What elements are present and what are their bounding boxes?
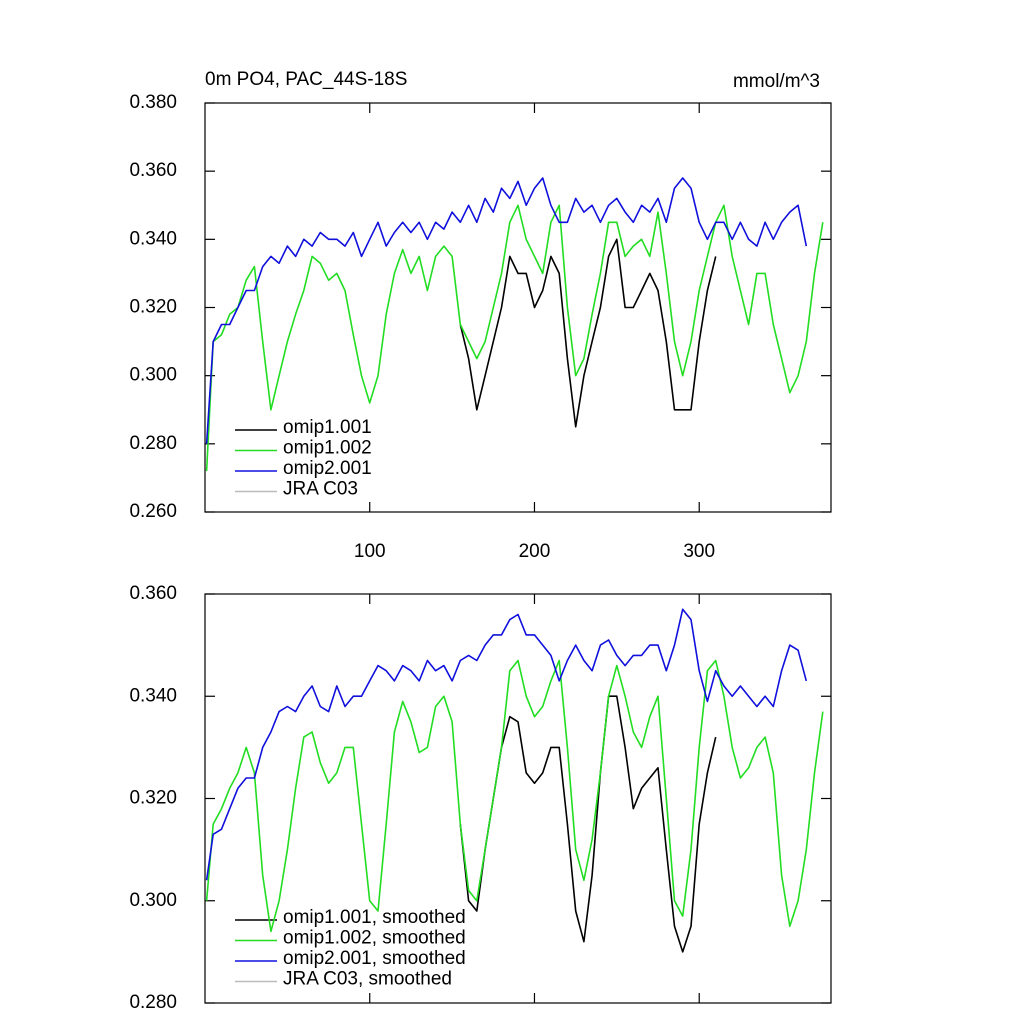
y-tick-label: 0.360 [129,160,177,181]
legend-label: JRA C03 [283,479,358,500]
y-tick-label: 0.340 [129,228,177,249]
y-tick-label: 0.280 [129,433,177,454]
legend-label: omip2.001 [283,458,372,479]
legend-label: omip1.002 [283,438,372,459]
y-tick-label: 0.340 [129,685,177,706]
legend-label: omip2.001, smoothed [283,948,466,969]
y-tick-label: 0.300 [129,365,177,386]
y-tick-label: 0.260 [129,501,177,522]
legend-label: JRA C03, smoothed [283,969,452,990]
y-tick-label: 0.320 [129,788,177,809]
y-tick-label: 0.360 [129,583,177,604]
y-tick-label: 0.320 [129,297,177,318]
series-line [205,608,808,881]
legend-label: omip1.001 [283,417,372,438]
y-tick-label: 0.280 [129,992,177,1013]
y-tick-label: 0.300 [129,890,177,911]
legend-label: omip1.002, smoothed [283,928,466,949]
units-label: mmol/m^3 [733,71,820,92]
x-tick-label: 200 [519,541,551,562]
series-line [205,659,824,933]
y-tick-label: 0.380 [129,92,177,113]
chart-title: 0m PO4, PAC_44S-18S [205,69,407,90]
x-tick-label: 300 [683,541,715,562]
series-line [205,204,824,472]
series-line [459,238,717,428]
legend-label: omip1.001, smoothed [283,907,466,928]
series-line [205,177,808,444]
x-tick-label: 100 [354,541,386,562]
series-line [459,695,717,953]
